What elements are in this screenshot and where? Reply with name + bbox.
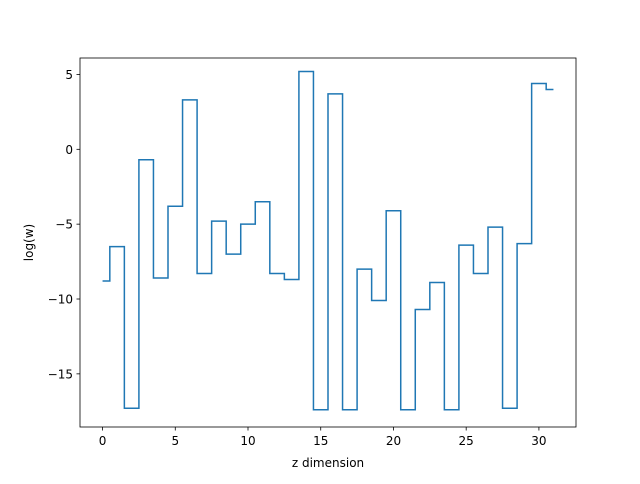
x-tick-label: 0 bbox=[99, 434, 107, 448]
x-tick-label: 10 bbox=[240, 434, 255, 448]
x-axis-label: z dimension bbox=[292, 456, 364, 470]
x-tick-label: 15 bbox=[313, 434, 328, 448]
y-tick-label: −5 bbox=[55, 218, 73, 232]
y-tick-label: 0 bbox=[65, 143, 73, 157]
axes-frame bbox=[79, 57, 577, 428]
y-tick-label: −10 bbox=[48, 293, 73, 307]
x-tick-label: 5 bbox=[171, 434, 179, 448]
x-tick-label: 20 bbox=[386, 434, 401, 448]
x-tick-label: 25 bbox=[459, 434, 474, 448]
y-tick-label: 5 bbox=[65, 68, 73, 82]
x-axis-ticks: 0 5 10 15 20 25 30 bbox=[99, 427, 547, 448]
series-line bbox=[102, 70, 554, 411]
y-axis-label: log(w) bbox=[22, 224, 36, 261]
y-tick-label: −15 bbox=[48, 367, 73, 381]
y-axis-ticks: −15 −10 −5 0 5 bbox=[48, 68, 80, 381]
x-tick-label: 30 bbox=[531, 434, 546, 448]
